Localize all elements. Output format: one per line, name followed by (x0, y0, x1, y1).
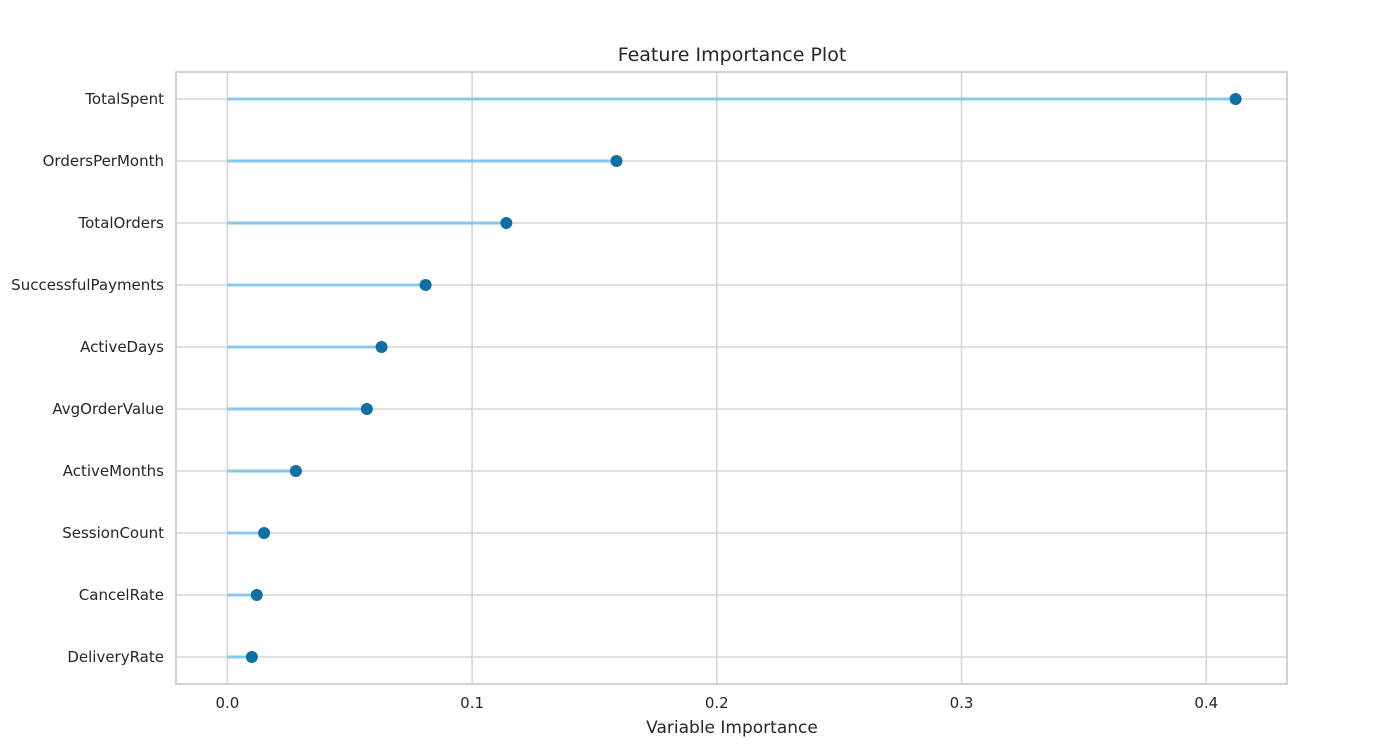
y-tick-label: CancelRate (79, 586, 164, 604)
marker-OrdersPerMonth (610, 155, 623, 167)
x-axis-label: Variable Importance (646, 718, 818, 738)
marker-SessionCount (258, 527, 271, 539)
y-tick-label: SuccessfulPayments (11, 276, 164, 294)
y-tick-label: ActiveDays (80, 338, 164, 356)
marker-AvgOrderValue (360, 403, 373, 415)
y-tick-label: AvgOrderValue (52, 400, 164, 418)
plot-frame (175, 71, 1288, 685)
x-tick-label: 0.4 (1194, 694, 1218, 712)
marker-SuccessfulPayments (419, 279, 432, 291)
marker-ActiveDays (375, 341, 388, 353)
marker-TotalSpent (1229, 93, 1242, 105)
y-tick-label: DeliveryRate (67, 648, 164, 666)
y-tick-label: OrdersPerMonth (43, 152, 164, 170)
marker-DeliveryRate (245, 651, 258, 663)
chart-title: Feature Importance Plot (618, 44, 847, 66)
marker-TotalOrders (500, 217, 513, 229)
x-tick-label: 0.2 (705, 694, 729, 712)
x-tick-label: 0.3 (950, 694, 974, 712)
x-tick-labels: 0.0 0.1 0.2 0.3 0.4 (215, 694, 1218, 712)
marker-CancelRate (250, 589, 263, 601)
grid-layer (176, 72, 1287, 684)
x-tick-label: 0.1 (460, 694, 484, 712)
y-tick-label: ActiveMonths (63, 462, 164, 480)
y-tick-label: TotalSpent (84, 90, 164, 108)
y-tick-label: SessionCount (62, 524, 164, 542)
y-tick-labels: TotalSpent OrdersPerMonth TotalOrders Succe… (11, 90, 164, 666)
y-tick-label: TotalOrders (78, 214, 165, 232)
stem-layer (227, 97, 1236, 659)
x-tick-label: 0.0 (215, 694, 239, 712)
marker-ActiveMonths (289, 465, 302, 477)
marker-layer (245, 93, 1242, 663)
